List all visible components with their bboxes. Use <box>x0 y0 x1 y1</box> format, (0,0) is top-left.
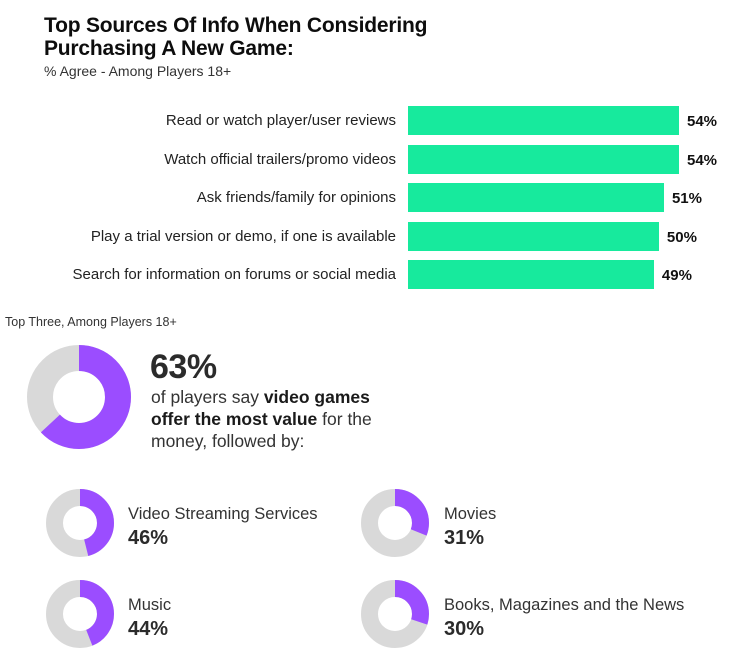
bar-value-label: 54% <box>687 151 718 169</box>
main-percentage: 63% <box>150 348 217 386</box>
donut-slice <box>46 489 114 557</box>
bar <box>408 106 679 135</box>
donut-slice <box>46 580 114 648</box>
small-donut-chart <box>361 580 429 648</box>
bar <box>408 144 679 174</box>
donut-section-label: Top Three, Among Players 18+ <box>5 315 177 329</box>
chart-subtitle: % Agree - Among Players 18+ <box>44 63 232 79</box>
donut-item-name: Video Streaming Services <box>128 505 318 523</box>
donut-item-name: Music <box>128 596 172 614</box>
bar-category-label: Watch official trailers/promo videos <box>164 150 396 168</box>
donut-item-name: Books, Magazines and the News <box>444 596 685 614</box>
chart-title: Top Sources Of Info When Considering Pur… <box>44 14 644 60</box>
bar-value-label: 50% <box>666 228 697 246</box>
main-description-bold: video games offer the most value <box>151 387 370 429</box>
donut-slice <box>361 580 429 648</box>
small-donut-chart <box>46 580 114 648</box>
donut-item-percentage: 44% <box>128 618 169 640</box>
main-description: of players say video games offer the mos… <box>151 386 411 452</box>
donut-item-percentage: 46% <box>128 527 169 549</box>
bar-value-label: 51% <box>671 190 702 207</box>
donut-slice <box>361 489 429 557</box>
main-description-post: for the money, followed by: <box>151 409 372 451</box>
bar-category-label: Read or watch player/user reviews <box>165 112 396 129</box>
main-donut-chart <box>27 345 131 449</box>
donut-item-name: Movies <box>444 505 497 523</box>
small-donut-chart <box>361 489 429 557</box>
bar <box>408 260 654 289</box>
main-description-pre: of players say <box>151 387 264 407</box>
bar <box>408 221 659 251</box>
donut-item-percentage: 30% <box>444 618 485 640</box>
bar-category-label: Search for information on forums or soci… <box>72 266 396 283</box>
bar-value-label: 49% <box>661 267 692 284</box>
chart-title-line-1: Top Sources Of Info When Considering <box>44 14 428 37</box>
donut-item-percentage: 31% <box>444 527 485 549</box>
bar-category-label: Ask friends/family for opinions <box>196 189 396 206</box>
bar-value-label: 54% <box>687 113 718 130</box>
donut-slice <box>27 345 131 449</box>
bar <box>408 183 664 212</box>
bar-category-label: Play a trial version or demo, if one is … <box>90 227 396 245</box>
small-donut-chart <box>46 489 114 557</box>
chart-title-line-2: Purchasing A New Game: <box>44 37 294 60</box>
